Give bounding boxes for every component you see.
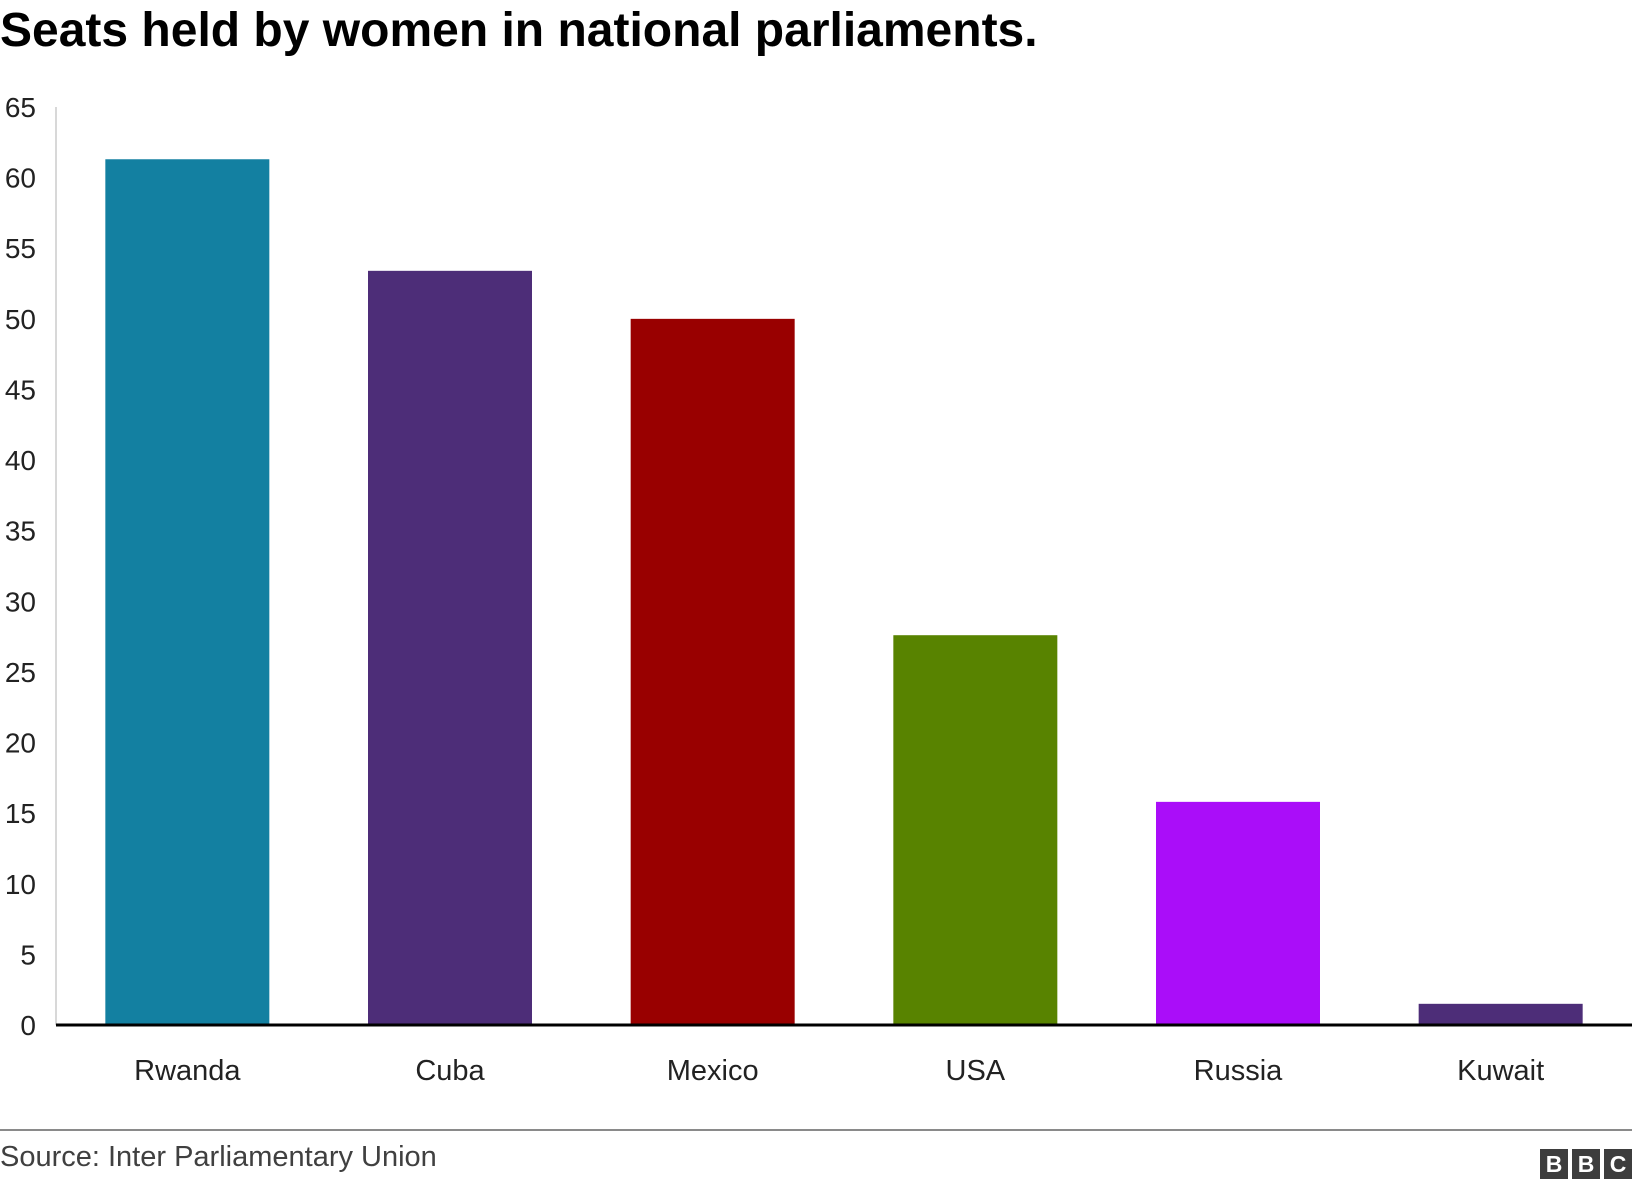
y-tick-label: 45 [5, 374, 36, 405]
source-note: Source: Inter Parliamentary Union [0, 1141, 437, 1173]
y-tick-label: 0 [20, 1010, 36, 1041]
chart-title: Seats held by women in national parliame… [0, 4, 1038, 57]
y-tick-label: 60 [5, 163, 36, 194]
y-tick-label: 5 [20, 939, 36, 970]
x-tick-label: Kuwait [1457, 1055, 1544, 1087]
y-tick-label: 35 [5, 516, 36, 547]
bar-rwanda [105, 159, 270, 1026]
y-tick-label: 40 [5, 445, 36, 476]
bar-kuwait [1418, 1003, 1583, 1025]
y-tick-label: 20 [5, 728, 36, 759]
bbc-logo-letter: C [1604, 1149, 1632, 1179]
bbc-logo-letter: B [1572, 1149, 1600, 1179]
y-tick-label: 50 [5, 304, 36, 335]
bbc-logo-letter: B [1540, 1149, 1568, 1179]
x-tick-label: Russia [1194, 1055, 1284, 1087]
y-axis-group: 0 5 10 15 20 25 30 35 40 45 50 55 60 65 [5, 92, 57, 1041]
bbc-logo: B B C [1540, 1149, 1632, 1179]
y-tick-label: 55 [5, 233, 36, 264]
x-tick-label: USA [946, 1055, 1006, 1087]
y-tick-label: 15 [5, 798, 36, 829]
bar-mexico [630, 318, 795, 1025]
bar-usa [893, 635, 1058, 1025]
bar-chart: 0 5 10 15 20 25 30 35 40 45 50 55 60 65 Rwanda Cuba Mex… [5, 92, 1632, 1087]
footer-divider [0, 1129, 1632, 1131]
y-tick-label: 25 [5, 657, 36, 688]
x-tick-label: Mexico [667, 1055, 759, 1087]
x-tick-label: Rwanda [134, 1055, 241, 1087]
bar-russia [1156, 801, 1320, 1025]
x-tick-label: Cuba [415, 1055, 485, 1087]
bars-group [105, 159, 1583, 1026]
y-tick-label: 10 [5, 869, 36, 900]
bar-cuba [368, 270, 532, 1025]
y-tick-label: 30 [5, 586, 36, 617]
x-axis-group: Rwanda Cuba Mexico USA Russia Kuwait [56, 1023, 1632, 1087]
y-tick-label: 65 [5, 92, 36, 123]
